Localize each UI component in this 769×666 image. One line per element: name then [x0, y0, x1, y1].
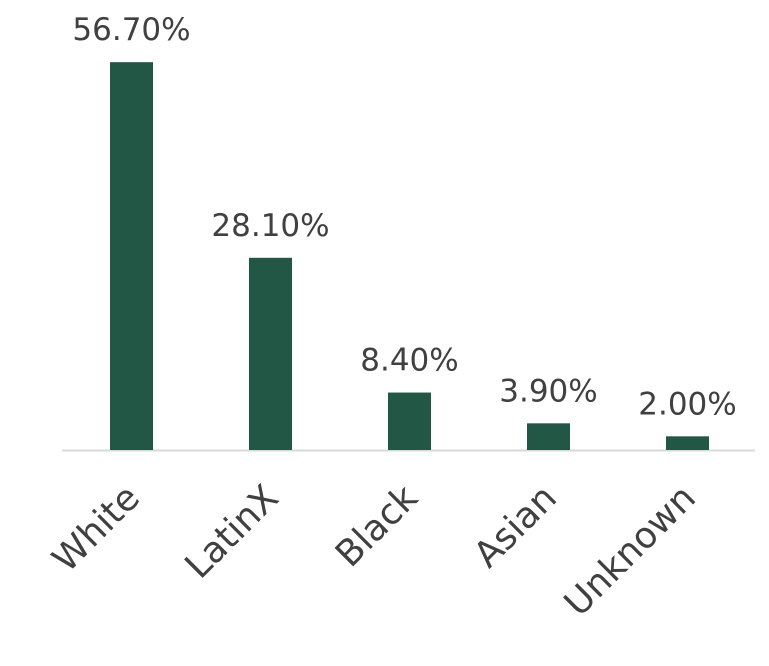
- x-tick-label: LatinX: [177, 477, 286, 586]
- x-tick-label: Black: [328, 477, 426, 575]
- value-label: 8.40%: [360, 343, 458, 379]
- bar: [666, 436, 709, 450]
- bar: [110, 62, 153, 451]
- x-tick-label: Asian: [466, 477, 564, 575]
- value-label: 28.10%: [211, 208, 329, 244]
- value-label: 3.90%: [499, 373, 597, 409]
- value-label: 2.00%: [638, 386, 736, 422]
- bar: [527, 423, 570, 450]
- x-tick-label: White: [45, 477, 148, 580]
- bar: [249, 257, 292, 450]
- bar: [388, 392, 431, 450]
- x-tick-label: Unknown: [557, 477, 704, 624]
- value-label: 56.70%: [72, 12, 190, 48]
